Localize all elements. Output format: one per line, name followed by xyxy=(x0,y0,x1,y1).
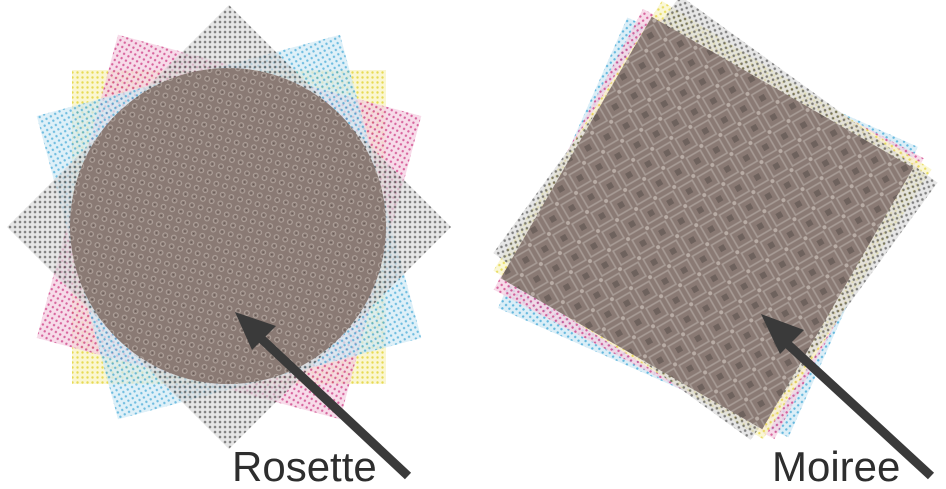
moiree-overlap-area xyxy=(500,16,914,430)
rosette-arrow xyxy=(235,312,412,480)
moiree-diagram: Moiree xyxy=(493,0,938,489)
moiree-figure: Moiree xyxy=(476,0,946,489)
rosette-figure: Rosette xyxy=(0,0,470,489)
rosette-diagram: Rosette xyxy=(6,4,452,489)
moiree-arrow xyxy=(761,314,935,480)
moiree-label: Moiree xyxy=(772,443,900,489)
rosette-overlap-area xyxy=(70,68,386,384)
rosette-label: Rosette xyxy=(232,443,377,489)
